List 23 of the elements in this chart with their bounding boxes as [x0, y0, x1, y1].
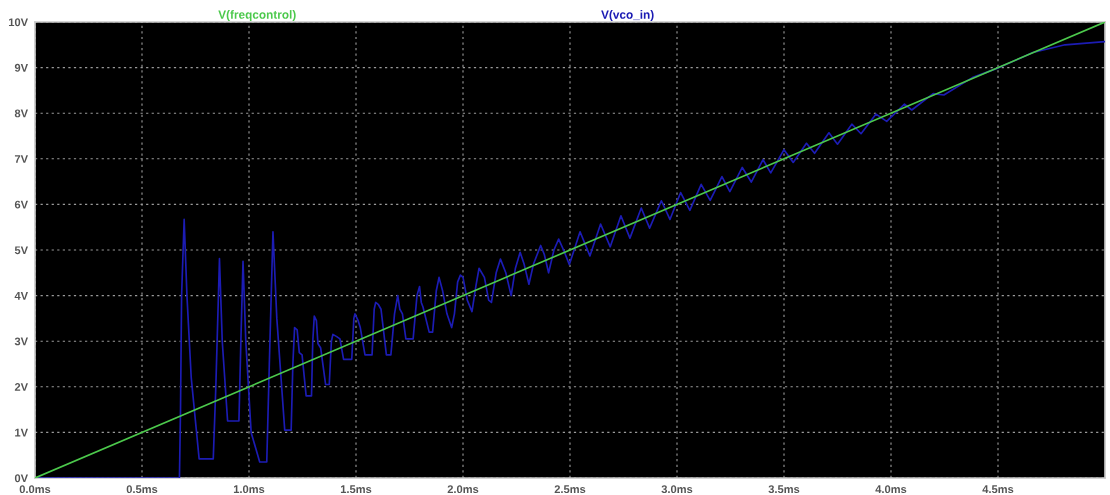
- text: V(freqcontrol): [218, 10, 296, 22]
- x-tick-label: 0.5ms: [126, 485, 158, 494]
- y-tick-label: 10V: [8, 18, 28, 27]
- y-tick-label: 7V: [14, 155, 28, 163]
- y-tick-label: 8V: [14, 109, 28, 118]
- x-tick-label: 1.5ms: [340, 485, 372, 494]
- x-tick-label: 0.0ms: [19, 485, 51, 494]
- y-tick-label: 0V: [14, 474, 28, 483]
- text: V(vco_in): [601, 10, 654, 22]
- y-tick-label: 1V: [15, 428, 28, 437]
- x-tick-label: 3.5ms: [768, 485, 800, 494]
- y-tick-label: 3V: [14, 337, 28, 346]
- x-tick-label: 2.5ms: [554, 485, 586, 494]
- y-tick-label: 6V: [14, 200, 28, 209]
- y-tick-label: 5V: [14, 246, 28, 255]
- y-tick-label: 4V: [14, 291, 28, 300]
- x-tick-label: 1.0ms: [233, 485, 265, 494]
- x-tick-label: 3.0ms: [661, 485, 693, 494]
- y-tick-label: 9V: [14, 63, 28, 72]
- x-tick-label: 4.5ms: [982, 485, 1014, 494]
- x-tick-label: 2.0ms: [447, 485, 479, 494]
- x-tick-label: 4.0ms: [875, 485, 907, 494]
- y-tick-label: 2V: [14, 383, 28, 391]
